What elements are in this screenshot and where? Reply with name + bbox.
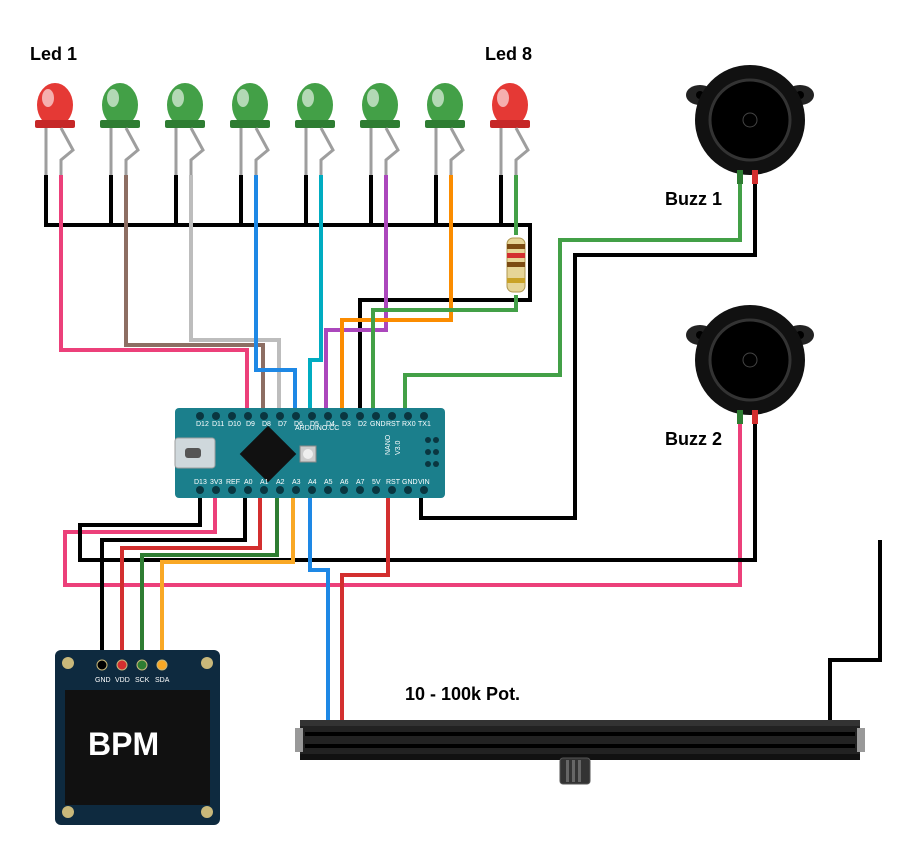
led-1 xyxy=(35,83,75,175)
label-buzz1: Buzz 1 xyxy=(665,189,722,209)
led-8 xyxy=(490,83,530,175)
svg-text:A6: A6 xyxy=(340,479,349,486)
wire-pot-gnd xyxy=(830,540,880,720)
wire-led6 xyxy=(326,175,386,408)
svg-text:5V: 5V xyxy=(372,479,381,486)
svg-text:RST: RST xyxy=(386,421,401,428)
svg-text:D13: D13 xyxy=(194,479,207,486)
svg-text:SDA: SDA xyxy=(155,677,170,684)
svg-text:D3: D3 xyxy=(342,421,351,428)
svg-text:VDD: VDD xyxy=(115,677,130,684)
svg-text:D12: D12 xyxy=(196,421,209,428)
svg-text:D4: D4 xyxy=(326,421,335,428)
svg-text:GND: GND xyxy=(95,677,111,684)
svg-text:D8: D8 xyxy=(262,421,271,428)
svg-text:A0: A0 xyxy=(244,479,253,486)
buzzer-1 xyxy=(686,65,814,184)
svg-text:REF: REF xyxy=(226,479,240,486)
svg-text:A2: A2 xyxy=(276,479,285,486)
led-2 xyxy=(100,83,140,175)
wire-pot-sig xyxy=(310,498,328,720)
wire-buzz1-sig xyxy=(405,175,740,408)
slide-pot xyxy=(295,720,865,784)
wire-oled-sda xyxy=(162,498,293,660)
svg-text:D9: D9 xyxy=(246,421,255,428)
wire-led5 xyxy=(310,175,321,408)
svg-text:A7: A7 xyxy=(356,479,365,486)
led-7 xyxy=(425,83,465,175)
svg-text:GND: GND xyxy=(402,479,418,486)
svg-text:D11: D11 xyxy=(212,421,224,428)
resistor xyxy=(507,238,525,292)
label-pot: 10 - 100k Pot. xyxy=(405,684,520,704)
svg-text:D5: D5 xyxy=(310,421,319,428)
svg-text:D6: D6 xyxy=(294,421,303,428)
svg-text:RX0: RX0 xyxy=(402,421,416,428)
svg-text:SCK: SCK xyxy=(135,677,150,684)
svg-text:RST: RST xyxy=(386,479,401,486)
oled-text: BPM xyxy=(88,726,159,762)
svg-text:D10: D10 xyxy=(228,421,241,428)
svg-text:V3.0: V3.0 xyxy=(395,440,402,455)
svg-text:D7: D7 xyxy=(278,421,287,428)
svg-text:VIN: VIN xyxy=(418,479,430,486)
wire-led1 xyxy=(61,175,247,408)
svg-text:A5: A5 xyxy=(324,479,333,486)
led-3 xyxy=(165,83,205,175)
wire-pot-vcc xyxy=(342,498,388,720)
wire-led8-b xyxy=(373,295,516,408)
buzzer-2 xyxy=(686,305,814,424)
svg-text:3V3: 3V3 xyxy=(210,479,223,486)
oled-display: GND VDD SCK SDA BPM xyxy=(55,650,220,825)
led-4 xyxy=(230,83,270,175)
led-6 xyxy=(360,83,400,175)
circuit-diagram: ARDUINO.CC NANO V3.0 D12D11D10 D9D8D7 D6… xyxy=(0,0,902,850)
arduino-nano: ARDUINO.CC NANO V3.0 D12D11D10 D9D8D7 D6… xyxy=(175,408,445,498)
wire-led3 xyxy=(191,175,279,408)
label-led8: Led 8 xyxy=(485,44,532,64)
label-led1: Led 1 xyxy=(30,44,77,64)
led-5 xyxy=(295,83,335,175)
svg-text:A1: A1 xyxy=(260,479,269,486)
svg-text:A3: A3 xyxy=(292,479,301,486)
svg-text:GND: GND xyxy=(370,421,386,428)
svg-text:NANO: NANO xyxy=(385,434,392,455)
svg-text:A4: A4 xyxy=(308,479,317,486)
svg-text:D2: D2 xyxy=(358,421,367,428)
svg-text:TX1: TX1 xyxy=(418,421,431,428)
label-buzz2: Buzz 2 xyxy=(665,429,722,449)
